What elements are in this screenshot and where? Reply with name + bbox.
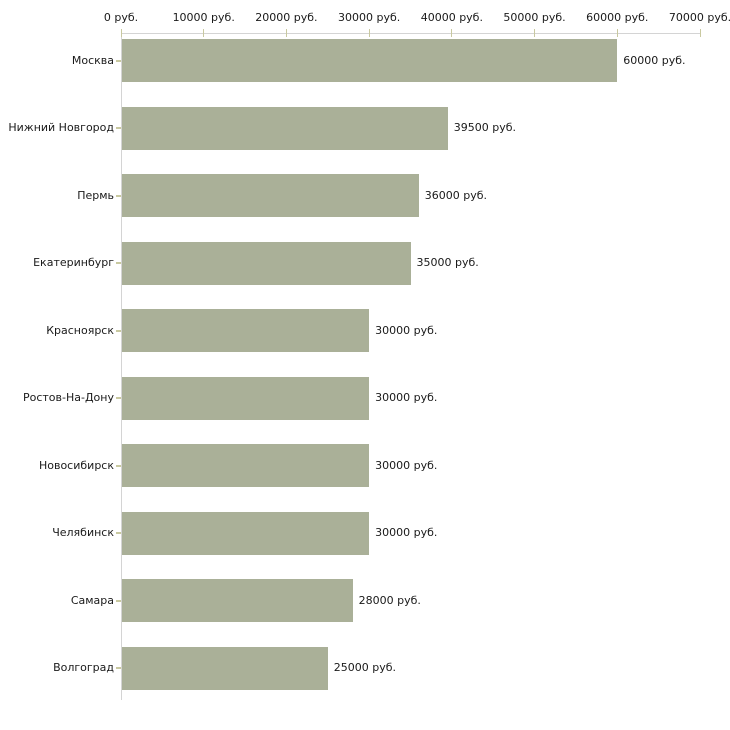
category-label: Нижний Новгород (8, 121, 114, 135)
category-label: Пермь (77, 188, 114, 202)
bar (122, 241, 411, 285)
category-label: Волгоград (53, 661, 114, 675)
x-axis-tick-label: 60000 руб. (586, 11, 649, 24)
category-label: Екатеринбург (33, 256, 114, 270)
bar (122, 646, 328, 690)
bar-value-label: 60000 руб. (623, 53, 686, 67)
bar-value-label: 30000 руб. (375, 458, 438, 472)
bar-value-label: 39500 руб. (453, 121, 516, 135)
x-axis-tick (368, 29, 370, 37)
x-axis-tick (285, 29, 287, 37)
x-axis-tick (451, 29, 453, 37)
bar-value-label: 25000 руб. (333, 661, 397, 675)
y-axis-line (121, 33, 122, 700)
category-label: Новосибирск (38, 458, 114, 472)
bar-value-label: 30000 руб. (375, 391, 438, 405)
x-axis-tick-label: 30000 руб. (338, 11, 401, 24)
category-tick (116, 194, 121, 197)
x-axis-tick-label: 70000 руб. (668, 11, 730, 24)
bar-value-label: 36000 руб. (424, 188, 488, 202)
category-tick (116, 667, 121, 670)
x-axis-tick (534, 29, 536, 37)
x-axis-tick-label: 0 руб. (103, 11, 139, 24)
x-axis-tick-label: 50000 руб. (503, 11, 566, 24)
bar (122, 309, 370, 353)
x-axis-line (121, 33, 700, 34)
category-tick (116, 262, 121, 265)
category-label: Москва (71, 53, 114, 67)
x-axis-tick-label: 40000 руб. (420, 11, 483, 24)
category-tick (116, 464, 121, 467)
x-axis-tick (203, 29, 205, 37)
category-tick (116, 127, 121, 130)
category-label: Красноярск (46, 323, 114, 337)
bar-value-label: 28000 руб. (358, 593, 421, 607)
category-label: Самара (70, 593, 114, 607)
category-tick (116, 397, 121, 400)
bar (122, 106, 448, 150)
category-label: Челябинск (52, 526, 114, 540)
bar (122, 579, 353, 623)
bar (122, 39, 618, 82)
bar-value-label: 30000 руб. (375, 526, 438, 540)
bar-value-label: 35000 руб. (416, 256, 479, 270)
bar (122, 174, 419, 218)
x-axis-tick (120, 29, 122, 37)
x-axis-tick (616, 29, 618, 37)
bar (122, 511, 370, 555)
bar-value-label: 30000 руб. (375, 323, 438, 337)
category-tick (116, 59, 121, 62)
category-tick (116, 329, 121, 332)
category-label: Ростов-На-Дону (22, 391, 114, 405)
category-tick (116, 599, 121, 602)
x-axis-tick-label: 10000 руб. (172, 11, 235, 24)
bar (122, 376, 370, 420)
x-axis-tick (699, 29, 701, 37)
bar (122, 444, 370, 488)
category-tick (116, 532, 121, 535)
x-axis-tick-label: 20000 руб. (255, 11, 318, 24)
